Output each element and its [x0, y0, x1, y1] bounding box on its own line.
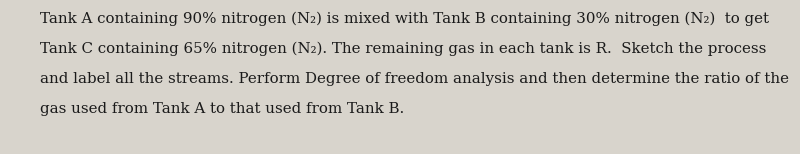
Text: Tank C containing 65% nitrogen (N₂). The remaining gas in each tank is R.  Sketc: Tank C containing 65% nitrogen (N₂). The…	[40, 42, 766, 56]
Text: gas used from Tank A to that used from Tank B.: gas used from Tank A to that used from T…	[40, 102, 404, 116]
Text: and label all the streams. Perform Degree of freedom analysis and then determine: and label all the streams. Perform Degre…	[40, 72, 789, 86]
Text: Tank A containing 90% nitrogen (N₂) is mixed with Tank B containing 30% nitrogen: Tank A containing 90% nitrogen (N₂) is m…	[40, 12, 769, 26]
